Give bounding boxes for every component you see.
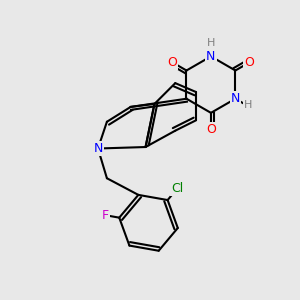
Text: O: O xyxy=(244,56,254,69)
Text: N: N xyxy=(93,142,103,155)
Text: N: N xyxy=(206,50,216,63)
Text: H: H xyxy=(244,100,253,110)
Text: N: N xyxy=(231,92,240,105)
Text: H: H xyxy=(207,38,215,48)
Text: F: F xyxy=(102,209,109,222)
Text: O: O xyxy=(206,123,216,136)
Text: O: O xyxy=(167,56,177,69)
Text: Cl: Cl xyxy=(171,182,184,195)
